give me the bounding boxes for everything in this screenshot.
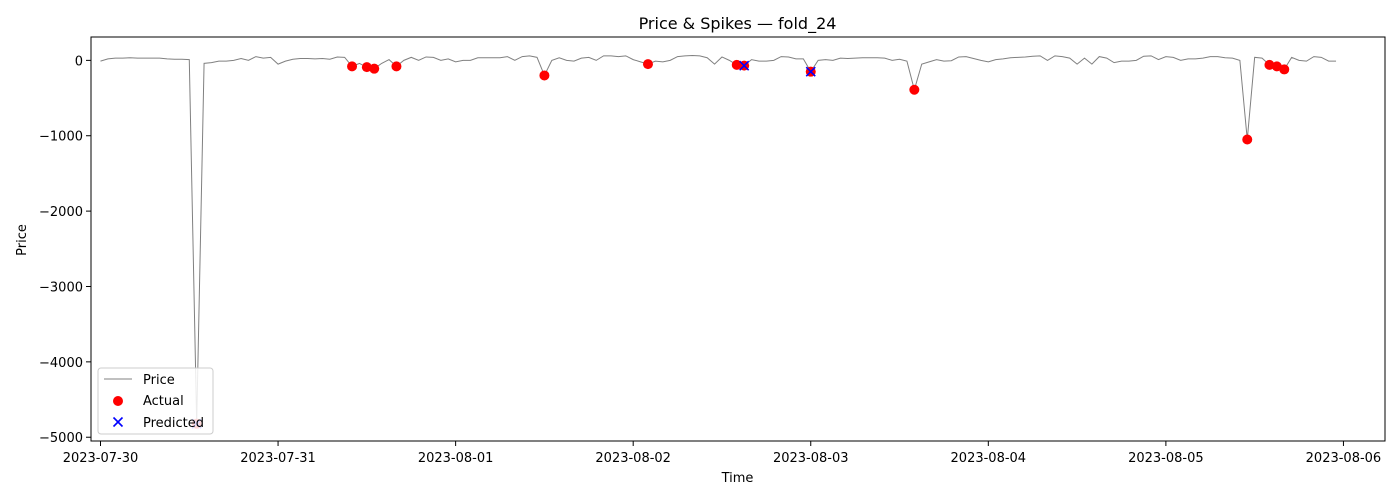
x-tick-label: 2023-08-02 — [595, 451, 671, 466]
y-axis-title: Price — [15, 224, 30, 256]
legend-predicted-swatch — [112, 416, 124, 428]
x-tick-label: 2023-08-05 — [1128, 451, 1204, 466]
x-axis: 2023-07-30 2023-07-31 2023-08-01 2023-08-02… — [63, 441, 1382, 466]
legend: Price Actual Predicted — [97, 367, 214, 435]
actual-point — [909, 84, 920, 95]
x-tick-label: 2023-08-01 — [418, 451, 494, 466]
actual-point — [1279, 64, 1290, 75]
predicted-point — [805, 66, 816, 77]
plot-frame — [90, 36, 1386, 442]
x-tick-label: 2023-08-06 — [1306, 451, 1382, 466]
actual-point — [369, 63, 380, 74]
y-tick-label: −3000 — [39, 280, 83, 295]
x-tick-label: 2023-08-04 — [951, 451, 1027, 466]
actual-point — [642, 59, 653, 70]
legend-label: Predicted — [143, 416, 204, 431]
x-tick-label: 2023-08-03 — [773, 451, 849, 466]
actual-point — [391, 61, 402, 72]
legend-label: Actual — [143, 394, 184, 409]
actual-point — [731, 59, 742, 70]
legend-label: Price — [143, 373, 175, 388]
y-tick-label: −5000 — [39, 431, 83, 446]
y-tick-label: 0 — [75, 54, 83, 69]
actual-point — [539, 70, 550, 81]
plot-area — [100, 54, 1337, 429]
x-axis-title: Time — [721, 471, 754, 486]
y-axis: 0 −1000 −2000 −3000 −4000 −5000 — [39, 54, 91, 446]
y-tick-label: −2000 — [39, 205, 83, 220]
predicted-point — [739, 60, 750, 71]
x-tick-label: 2023-07-30 — [63, 451, 139, 466]
legend-actual-swatch — [113, 396, 123, 406]
y-tick-label: −1000 — [39, 130, 83, 145]
legend-box — [97, 367, 214, 435]
actual-point — [1242, 134, 1253, 145]
actual-point — [347, 61, 358, 72]
x-tick-label: 2023-07-31 — [240, 451, 316, 466]
y-tick-label: −4000 — [39, 356, 83, 371]
chart-title: Price & Spikes — fold_24 — [639, 14, 837, 34]
price-line — [100, 54, 1337, 424]
